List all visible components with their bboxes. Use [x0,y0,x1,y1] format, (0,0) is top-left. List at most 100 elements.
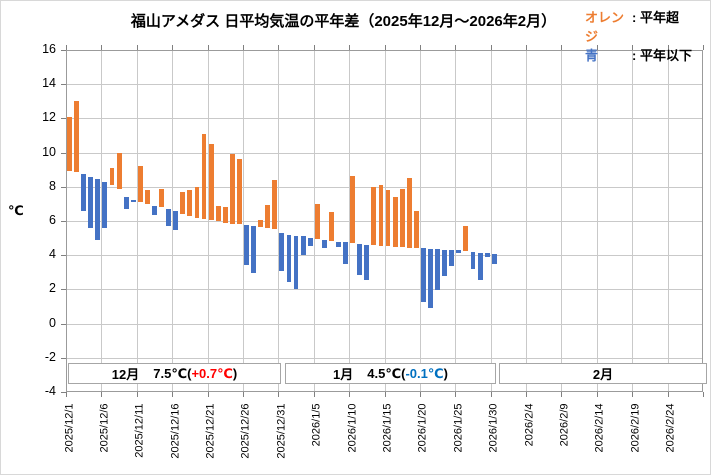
bar-12/12 [144,190,150,204]
monthly-summary-february: 2月 [499,363,707,384]
bar-12/10 [130,200,136,203]
bar-12/22 [215,206,221,221]
bar-12/3 [81,173,87,211]
bar-1/18 [406,178,412,248]
x-axis-tick-label: 2025/12/11 [133,403,146,458]
bar-12/15 [166,209,172,227]
bar-12/20 [201,133,207,220]
x-axis-tick-label: 2025/12/26 [239,403,252,459]
gridline-vertical [136,50,138,392]
bar-12/5 [95,179,101,240]
bar-1/6 [321,239,327,249]
x-axis-tick-label: 2026/1/15 [381,403,394,453]
month-mean-value: 7.5℃ [153,365,188,381]
bar-1/12 [364,244,370,280]
x-axis-tick [667,392,669,397]
bar-1/20 [420,248,426,303]
bar-1/19 [413,210,419,248]
x-axis-top-tick [455,45,457,50]
x-axis-tick [561,392,563,397]
x-axis-tick-label: 2026/2/19 [629,403,642,453]
bar-1/30 [491,254,497,264]
bar-12/2 [74,101,80,173]
legend-item-above-normal: オレンジ : 平年超 [585,8,692,46]
x-axis-tick-label: 2026/1/5 [310,403,323,447]
gridline-vertical [172,50,174,392]
plot-area-border [66,50,703,392]
x-axis-tick [419,392,421,397]
x-axis-tick-label: 2026/1/25 [452,403,465,453]
y-axis-tick-label: 0 [49,315,56,330]
legend-label-below-normal: : 平年以下 [632,48,692,63]
y-axis-tick [61,186,66,188]
bar-12/11 [137,166,143,203]
paren: ( [401,366,406,381]
y-axis-tick [61,255,66,257]
x-axis-tick-label: 2026/2/14 [593,403,606,453]
x-axis-tick [349,392,351,397]
bar-12/19 [194,186,200,218]
month-label: 2月 [592,367,614,382]
y-axis-tick-label: 14 [42,76,56,91]
gridline-vertical [632,50,634,392]
bar-1/5 [314,203,320,239]
x-axis-tick [172,392,174,397]
bar-12/14 [159,188,164,208]
bar-1/28 [477,252,483,280]
x-axis-tick-label: 2025/12/1 [63,403,76,453]
bar-1/21 [428,248,433,309]
bar-12/16 [173,210,179,230]
bar-12/18 [187,190,193,216]
paren: ) [443,366,448,381]
bar-1/4 [307,238,313,246]
y-axis-tick-label: -2 [44,349,56,364]
bar-1/27 [470,251,476,269]
y-axis-tick [61,152,66,154]
gridline-vertical [526,50,528,392]
bar-1/24 [449,250,455,267]
bar-12/27 [251,226,256,274]
y-axis-tick [61,289,66,291]
bar-1/11 [357,244,363,275]
x-axis-tick-label: 2025/12/31 [275,403,288,459]
legend-item-below-normal: 青 : 平年以下 [585,46,692,65]
x-axis-tick-label: 2025/12/16 [169,403,182,459]
month-label: 12月 [111,367,140,382]
gridline-vertical [561,50,563,392]
x-axis-tick [455,392,457,397]
bar-1/26 [463,226,469,251]
bar-12/4 [88,176,94,228]
x-axis-top-tick [384,45,386,50]
bar-12/1 [67,116,72,172]
gridline-vertical [455,50,457,392]
x-axis-top-tick [172,45,174,50]
bar-1/9 [343,242,349,264]
bar-1/25 [456,250,462,254]
bar-12/28 [258,220,264,227]
x-axis-top-tick [596,45,598,50]
x-axis-tick [101,392,103,397]
bar-12/8 [116,152,122,189]
month-anomaly-value: +0.7℃ [191,365,233,381]
y-axis-tick [61,392,66,393]
y-axis-tick-label: 10 [42,144,56,159]
gridline-vertical [384,50,386,392]
legend: オレンジ : 平年超 青 : 平年以下 [585,8,692,65]
y-axis-tick-label: 8 [49,178,56,193]
x-axis-top-tick [278,45,280,50]
y-axis-tick [61,323,66,325]
monthly-summary-december: 12月 7.5℃ ( +0.7℃ ) [68,363,281,384]
gridline-vertical [596,50,598,392]
month-mean-value: 4.5℃ [367,365,402,381]
x-axis-top-tick [349,45,351,50]
bar-12/26 [244,225,249,266]
chart-title: 福山アメダス 日平均気温の平年差（2025年12月～2026年2月） [130,13,557,30]
legend-label-above-normal: : 平年超 [632,10,679,25]
x-axis-tick [66,392,67,397]
x-axis-tick [242,392,244,397]
bar-12/6 [102,181,108,228]
x-axis-tick [384,392,386,397]
x-axis-top-tick [207,45,209,50]
bar-12/24 [229,154,235,224]
gridline-vertical [207,50,209,392]
